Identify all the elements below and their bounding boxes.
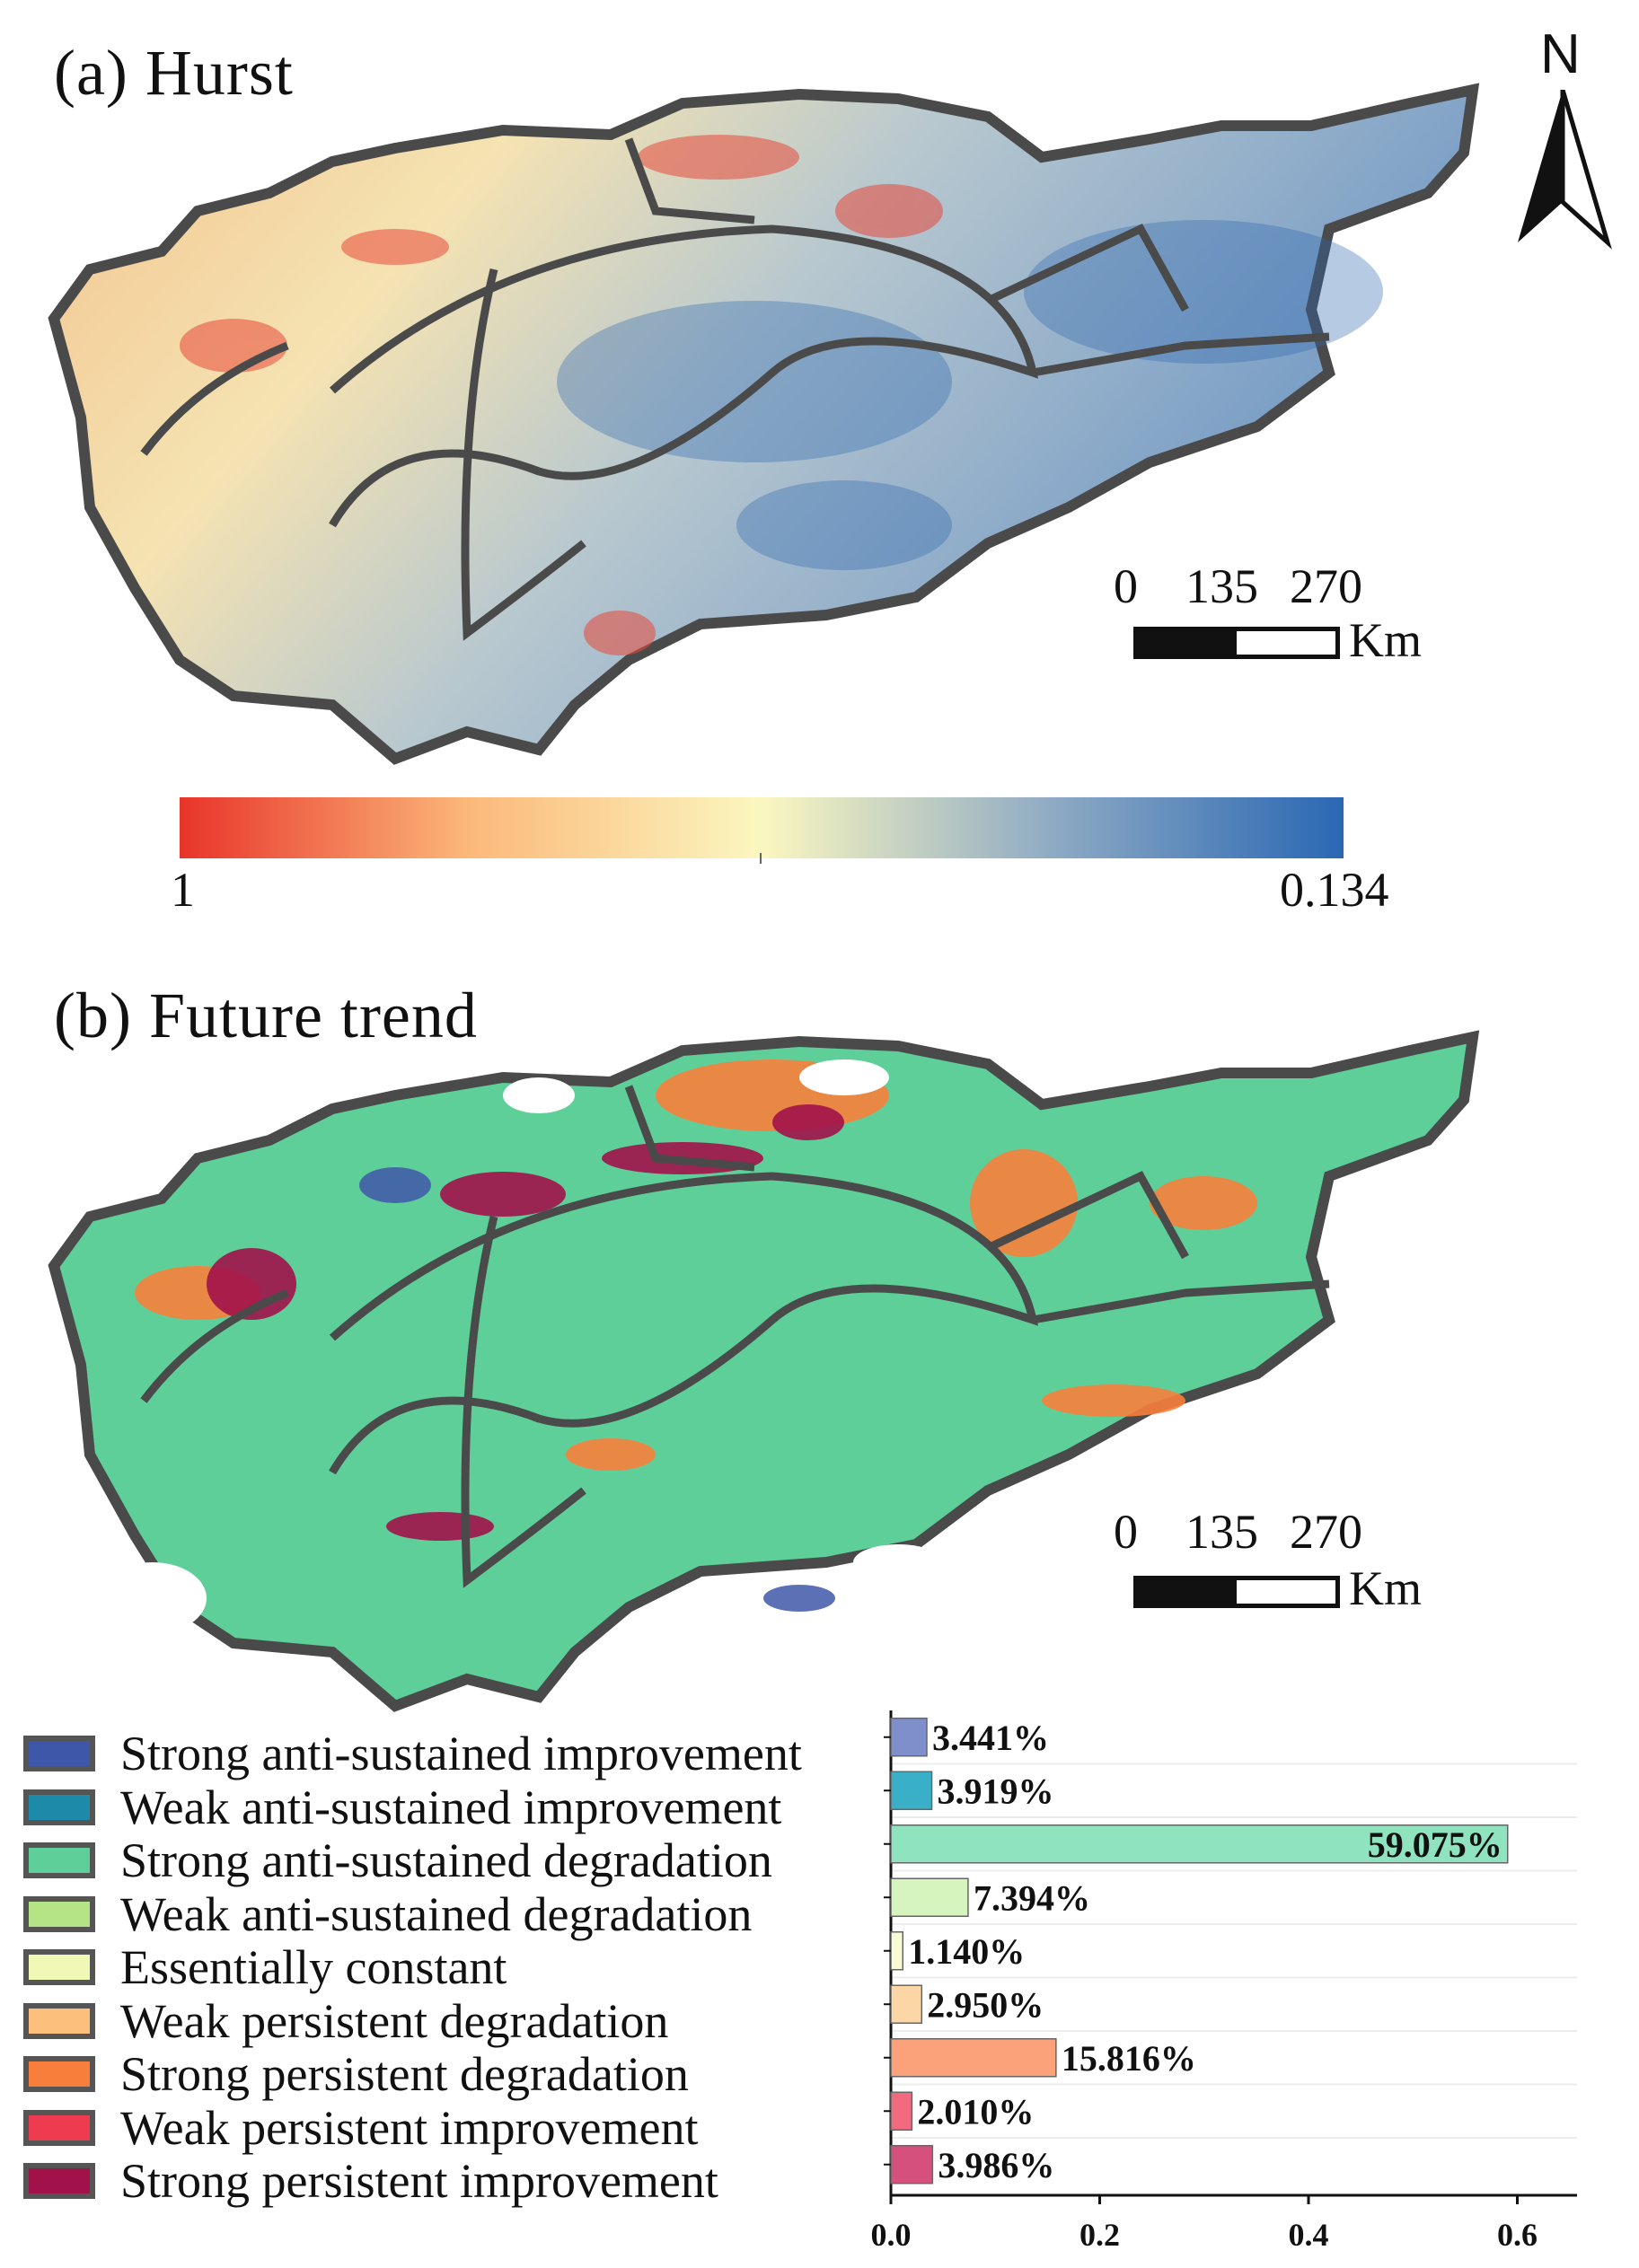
bar <box>890 1877 969 1917</box>
legend-swatch <box>23 1895 95 1932</box>
north-label: N <box>1540 23 1581 85</box>
x-tick-label: 0.6 <box>1497 2217 1538 2253</box>
legend-label: Weak anti-sustained degradation <box>120 1886 753 1941</box>
x-tick-label: 0.4 <box>1289 2217 1329 2253</box>
bar <box>890 1718 928 1757</box>
legend-item: Weak anti-sustained degradation <box>23 1886 753 1941</box>
legend-item: Weak anti-sustained improvement <box>23 1780 782 1834</box>
bar <box>890 2091 913 2131</box>
bar-value-label: 3.919% <box>938 1771 1054 1811</box>
scale-a-tick-2: 270 <box>1290 559 1362 613</box>
bar <box>890 1984 923 2024</box>
bar <box>890 2145 934 2184</box>
bar <box>890 1771 933 1810</box>
bar-value-label: 2.950% <box>927 1984 1044 2025</box>
scale-a-tick-1: 135 <box>1185 559 1258 613</box>
future-trend-map <box>48 1030 1480 1712</box>
legend-swatch <box>23 1789 95 1825</box>
x-tick-label: 0.0 <box>871 2217 912 2253</box>
legend-label: Strong persistent degradation <box>120 2047 689 2101</box>
north-arrow: N <box>1509 22 1626 250</box>
scale-a-tick-0: 0 <box>1114 559 1138 613</box>
scale-a-unit: Km <box>1349 613 1422 667</box>
x-tick-label: 0.2 <box>1079 2217 1120 2253</box>
bar <box>890 2038 1057 2078</box>
bar-value-label: 59.075% <box>1368 1824 1502 1865</box>
legend-label: Essentially constant <box>120 1940 507 1994</box>
legend-swatch <box>23 2163 95 2199</box>
bar-value-label: 7.394% <box>974 1877 1090 1918</box>
legend-swatch <box>23 1949 95 1985</box>
legend-swatch <box>23 1842 95 1878</box>
legend-label: Weak persistent degradation <box>120 1993 669 2048</box>
legend-item: Essentially constant <box>23 1940 507 1994</box>
bar-value-label: 2.010% <box>917 2091 1034 2132</box>
legend-label: Weak persistent improvement <box>120 2100 699 2155</box>
legend-item: Strong persistent improvement <box>23 2154 718 2208</box>
legend-item: Strong anti-sustained improvement <box>23 1727 802 1780</box>
bar-value-label: 1.140% <box>908 1931 1025 1972</box>
legend-item: Weak persistent degradation <box>23 1993 669 2048</box>
legend-swatch <box>23 2002 95 2039</box>
legend-swatch <box>23 2056 95 2092</box>
bar-value-label: 15.816% <box>1062 2038 1196 2079</box>
legend-item: Weak persistent improvement <box>23 2100 699 2155</box>
future-trend-basin-shape <box>48 1030 1480 1712</box>
hurst-colorbar <box>180 797 1344 858</box>
legend-label: Strong persistent improvement <box>120 2154 718 2208</box>
colorbar-left-label: 1 <box>171 863 195 917</box>
scale-b-tick-2: 270 <box>1290 1505 1362 1559</box>
legend-label: Strong anti-sustained improvement <box>120 1727 802 1780</box>
bar <box>890 1931 904 1971</box>
legend-item: Strong persistent degradation <box>23 2047 689 2101</box>
north-arrow-icon <box>1518 90 1612 250</box>
legend-item: Strong anti-sustained degradation <box>23 1833 772 1887</box>
scale-b-unit: Km <box>1349 1561 1422 1615</box>
legend-label: Weak anti-sustained improvement <box>120 1780 782 1834</box>
colorbar-right-label: 0.134 <box>1280 863 1389 917</box>
legend-label: Strong anti-sustained degradation <box>120 1833 772 1887</box>
colorbar-midtick <box>760 853 762 864</box>
scale-b-bar <box>1133 1576 1340 1608</box>
scale-a-bar <box>1133 627 1340 659</box>
scale-b-tick-1: 135 <box>1185 1505 1258 1559</box>
legend-swatch <box>23 2109 95 2146</box>
trend-bar-chart: 3.441% 3.919% 59.075% 7.394% 1.140% 2.950% 15.… <box>871 1710 1577 2253</box>
scale-b-tick-0: 0 <box>1114 1505 1138 1559</box>
panel-b-title: (b) Future trend <box>54 980 478 1051</box>
panel-a-title: (a) Hurst <box>54 37 294 109</box>
bar <box>890 1824 1509 1864</box>
legend-swatch <box>23 1736 95 1771</box>
bar-value-label: 3.441% <box>932 1718 1049 1758</box>
hurst-map <box>48 83 1480 765</box>
bar-value-label: 3.986% <box>938 2145 1054 2185</box>
